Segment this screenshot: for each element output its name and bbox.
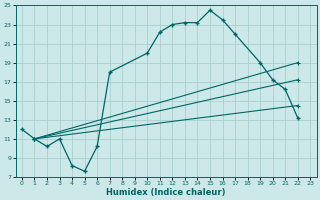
X-axis label: Humidex (Indice chaleur): Humidex (Indice chaleur) — [106, 188, 226, 197]
